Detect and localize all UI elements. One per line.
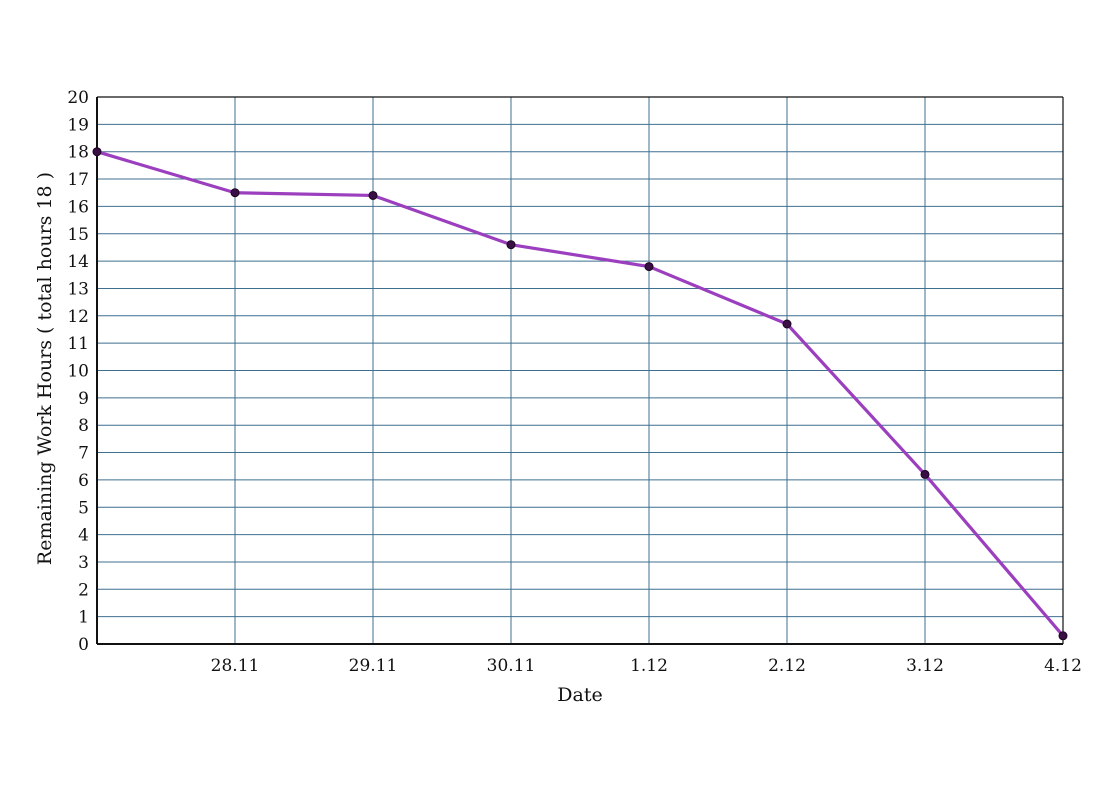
x-tick-labels: 28.11 29.11 30.11 1.12 2.12 3.12 4.12 [211,656,1082,676]
y-tick-label: 15 [67,225,89,245]
y-tick-label: 19 [67,115,89,135]
y-tick-label: 9 [78,389,89,409]
data-point [368,190,378,200]
x-tick-label: 1.12 [630,656,668,676]
y-tick-label: 20 [67,88,89,108]
x-tick-label: 29.11 [349,656,398,676]
data-point [92,147,102,157]
y-tick-label: 4 [78,526,89,546]
y-axis-title: Remaining Work Hours ( total hours 18 ) [34,172,56,565]
data-point [782,319,792,329]
x-tick-label: 28.11 [211,656,260,676]
axes [96,96,1064,645]
data-point [230,188,240,198]
x-axis-title: Date [557,684,602,706]
y-tick-label: 18 [67,143,89,163]
y-tick-label: 5 [78,498,89,518]
x-tick-label: 4.12 [1044,656,1082,676]
y-tick-label: 16 [67,197,89,217]
y-tick-label: 6 [78,471,89,491]
x-tick-label: 30.11 [487,656,536,676]
y-tick-label: 8 [78,416,89,436]
y-tick-label: 3 [78,553,89,573]
y-tick-label: 13 [67,279,89,299]
data-point [1058,631,1068,641]
y-tick-label: 17 [67,170,89,190]
series [92,147,1068,641]
y-tick-label: 14 [67,252,89,272]
x-tick-label: 3.12 [906,656,944,676]
y-tick-label: 11 [67,334,89,354]
y-tick-label: 0 [78,635,89,655]
x-tick-label: 2.12 [768,656,806,676]
grid [96,96,1064,645]
y-tick-label: 1 [78,608,89,628]
y-tick-label: 10 [67,362,89,382]
data-point [506,240,516,250]
data-point [920,469,930,479]
y-tick-label: 12 [67,307,89,327]
data-point [644,262,654,272]
y-tick-label: 7 [78,444,89,464]
y-tick-label: 2 [78,580,89,600]
series-line [95,150,1065,638]
